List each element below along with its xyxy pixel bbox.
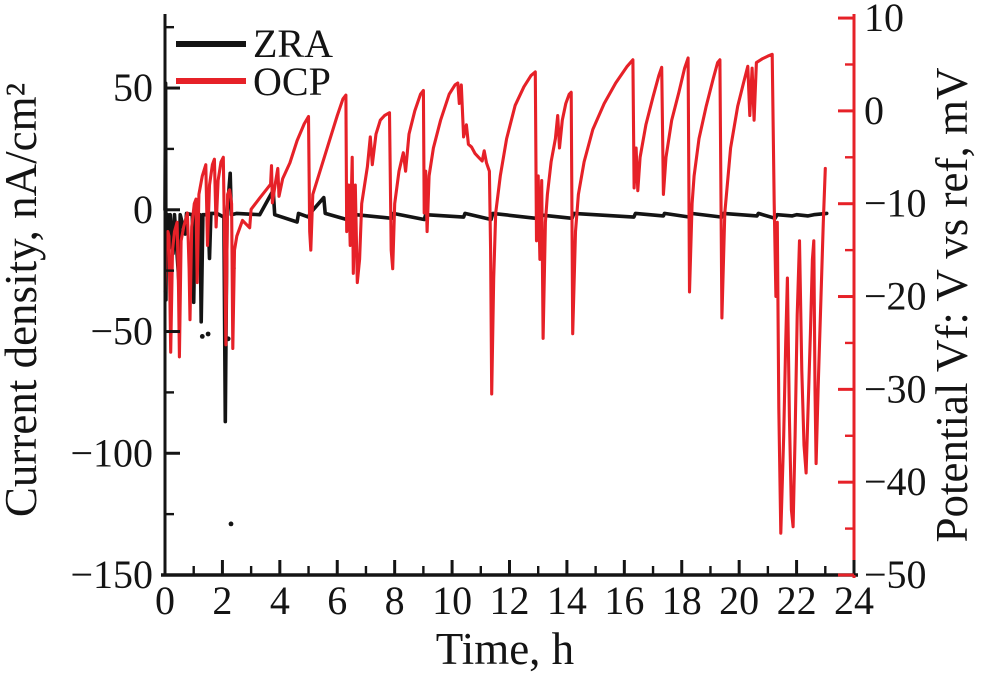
x-axis-tick-label: 16 (604, 578, 644, 623)
left-axis-title: Current density, nA/cm² (0, 83, 46, 517)
zra-data-dot (199, 334, 205, 339)
x-axis-tick-label: 22 (777, 578, 817, 623)
right-axis-tick-label: 0 (864, 88, 884, 133)
x-axis-tick-label: 12 (490, 578, 530, 623)
x-axis-tick-label: 10 (432, 578, 472, 623)
left-axis-tick-label: 0 (133, 187, 153, 232)
legend-item-zra: ZRA (176, 21, 333, 66)
x-axis-tick-label: 24 (834, 578, 874, 623)
right-axis-tick-label: 10 (864, 0, 904, 40)
right-axis-tick-label: −50 (864, 552, 927, 597)
zra-data-dot (205, 331, 211, 337)
legend-label-ocp: OCP (253, 59, 331, 104)
x-axis-tick-label: 6 (327, 578, 347, 623)
zra-data-dot (228, 521, 234, 527)
left-axis-tick-label: −100 (70, 430, 153, 475)
legend: ZRA OCP (176, 21, 333, 104)
x-axis-tick-label: 2 (212, 578, 232, 623)
x-axis-tick-label: 18 (662, 578, 702, 623)
left-axis-tick-label: −150 (70, 552, 153, 597)
left-axis-tick-label: 50 (113, 65, 153, 110)
right-axis-title: Potential Vf: V vs ref, mV (927, 68, 977, 543)
legend-label-zra: ZRA (253, 21, 333, 66)
x-axis-tick-label: 4 (270, 578, 290, 623)
ocp-trace (163, 52, 827, 535)
right-axis-tick-label: −20 (864, 274, 927, 319)
legend-item-ocp: OCP (176, 59, 331, 104)
x-axis-tick-label: 20 (719, 578, 759, 623)
right-axis-tick-label: −30 (864, 366, 927, 411)
x-axis-tick-label: 8 (385, 578, 405, 623)
x-axis-tick-label: 14 (547, 578, 587, 623)
left-axis-tick-label: −50 (90, 309, 153, 354)
plot-area: 0 2 4 6 8 10 12 14 16 18 20 22 24500−50−100−150100−1… (70, 0, 926, 623)
x-axis-tick-label: 0 (155, 578, 175, 623)
x-axis-title: Time, h (436, 624, 574, 674)
right-axis-tick-label: −40 (864, 459, 927, 504)
right-axis-tick-label: −10 (864, 181, 927, 226)
